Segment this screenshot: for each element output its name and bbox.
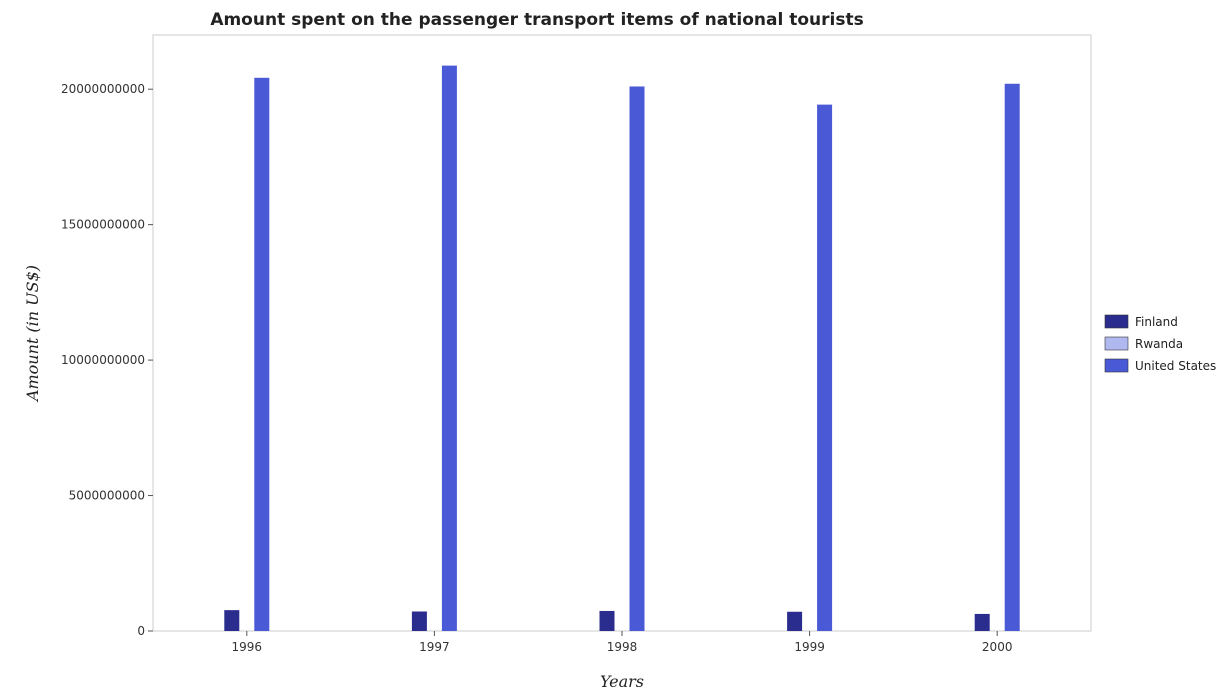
- x-tick-label: 1997: [419, 640, 450, 654]
- legend: Finland Rwanda United States: [1104, 314, 1216, 373]
- bar-united-states-1997: [441, 65, 457, 631]
- bars: [224, 65, 1020, 632]
- bar-finland-1996: [224, 610, 240, 631]
- legend-label: United States: [1135, 359, 1216, 373]
- legend-swatch: [1104, 358, 1129, 373]
- y-axis: 0 5000000000 10000000000 15000000000 2000000…: [61, 82, 153, 638]
- y-tick-label: 10000000000: [61, 353, 145, 367]
- legend-swatch: [1104, 336, 1129, 351]
- x-tick-label: 2000: [982, 640, 1013, 654]
- bar-united-states-1996: [254, 77, 270, 631]
- legend-swatch: [1104, 314, 1129, 329]
- y-tick-label: 5000000000: [69, 489, 145, 503]
- y-axis-label: Amount (in US$): [23, 265, 42, 403]
- x-axis-label: Years: [600, 672, 644, 691]
- x-tick-label: 1998: [607, 640, 638, 654]
- bar-finland-1997: [411, 611, 427, 631]
- y-tick-label: 20000000000: [61, 82, 145, 96]
- x-tick-label: 1999: [794, 640, 825, 654]
- bar-united-states-1998: [629, 86, 645, 632]
- bar-finland-1998: [599, 610, 615, 631]
- plot-area: [152, 34, 1092, 632]
- legend-label: Rwanda: [1135, 337, 1183, 351]
- x-axis: 1996 1997 1998 1999 2000: [232, 631, 1013, 654]
- y-tick-label: 0: [137, 624, 145, 638]
- bar-united-states-2000: [1004, 83, 1020, 632]
- bar-united-states-1999: [817, 104, 833, 631]
- y-tick-label: 15000000000: [61, 218, 145, 232]
- legend-label: Finland: [1135, 315, 1178, 329]
- bar-finland-1999: [787, 611, 803, 631]
- x-tick-label: 1996: [232, 640, 263, 654]
- bar-finland-2000: [974, 613, 990, 631]
- chart-title: Amount spent on the passenger transport …: [210, 10, 863, 30]
